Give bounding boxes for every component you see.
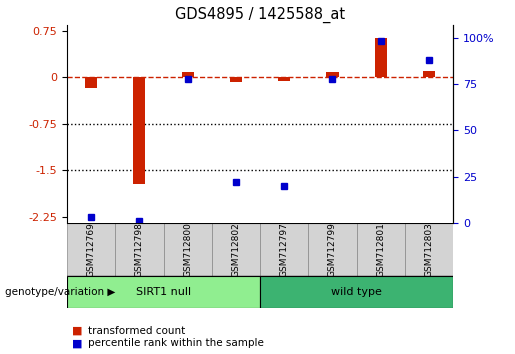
Bar [260,223,308,276]
Text: GSM712800: GSM712800 [183,222,192,277]
Bar [212,223,260,276]
Text: SIRT1 null: SIRT1 null [136,287,191,297]
Text: percentile rank within the sample: percentile rank within the sample [88,338,264,348]
Bar [230,78,242,82]
Text: ■: ■ [72,338,82,348]
Bar [278,78,290,81]
Text: wild type: wild type [331,287,382,297]
Bar [67,276,260,308]
Bar [163,223,212,276]
Bar [260,276,453,308]
Text: transformed count: transformed count [88,326,185,336]
Bar [356,223,405,276]
Title: GDS4895 / 1425588_at: GDS4895 / 1425588_at [175,7,345,23]
Bar [182,72,194,78]
Text: GSM712798: GSM712798 [135,222,144,277]
Text: GSM712802: GSM712802 [231,222,241,277]
Text: GSM712799: GSM712799 [328,222,337,277]
Text: ■: ■ [72,326,82,336]
Text: genotype/variation ▶: genotype/variation ▶ [5,287,115,297]
Bar [405,223,453,276]
Text: GSM712769: GSM712769 [87,222,96,277]
Bar [375,38,387,78]
Text: GSM712803: GSM712803 [424,222,434,277]
Bar [327,73,338,78]
Bar [67,223,115,276]
Bar [115,223,163,276]
Bar [85,78,97,88]
Bar [308,223,356,276]
Text: GSM712797: GSM712797 [280,222,289,277]
Bar [423,71,435,78]
Bar [133,78,145,184]
Text: GSM712801: GSM712801 [376,222,385,277]
